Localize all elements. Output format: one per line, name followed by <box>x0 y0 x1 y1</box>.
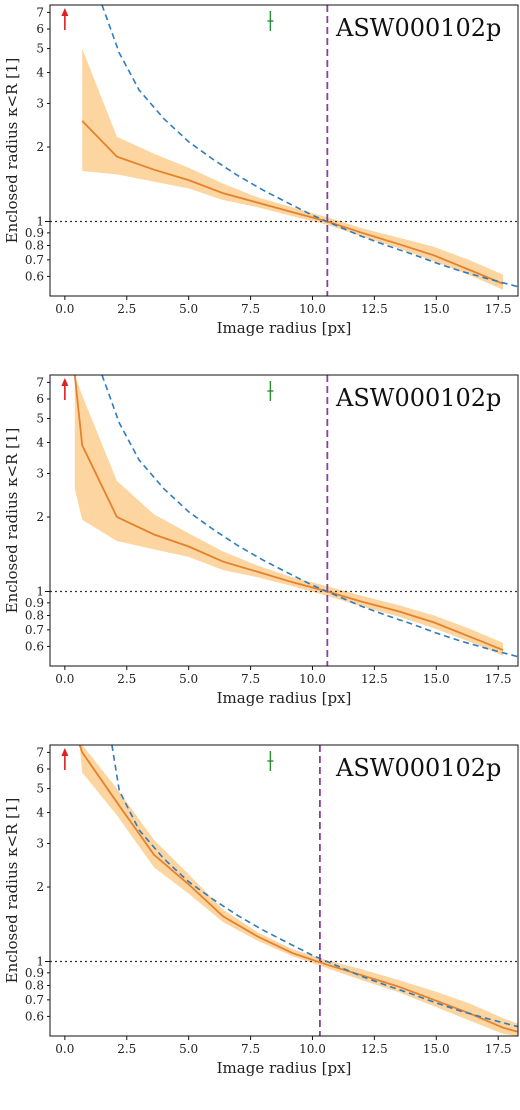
x-tick-label: 10.0 <box>299 672 326 686</box>
y-tick-label: 5 <box>36 412 44 426</box>
uncertainty-band <box>79 745 518 1036</box>
chart-panel-3: 0.0 2.5 5.0 7.5 10.0 12.5 15.0 17.5 0.6 0.70.80.9… <box>3 744 519 1077</box>
y-tick-label: 0.7 <box>25 253 44 267</box>
axes-frame <box>49 744 519 1037</box>
x-tick-label: 0.0 <box>55 302 74 316</box>
x-tick-label: 15.0 <box>423 672 450 686</box>
y-tick-label: 0.9 <box>25 966 44 980</box>
x-tick-label: 2.5 <box>117 672 136 686</box>
y-tick-label: 7 <box>36 5 44 19</box>
y-tick-label: 0.7 <box>25 623 44 637</box>
upper-limit-arrowhead <box>61 748 69 756</box>
plot-area <box>50 5 518 296</box>
y-tick-label: 0.6 <box>25 639 44 653</box>
y-tick-label: 7 <box>36 375 44 389</box>
y-tick-label: 0.7 <box>25 993 44 1007</box>
x-tick-label: 5.0 <box>179 672 198 686</box>
x-tick-label: 15.0 <box>423 1042 450 1056</box>
y-tick-label: 5 <box>36 42 44 56</box>
y-tick-label: 0.8 <box>25 238 44 252</box>
y-tick-label: 3 <box>36 836 44 850</box>
x-tick-label: 0.0 <box>55 672 74 686</box>
x-tick-label: 7.5 <box>241 672 260 686</box>
y-axis-label: Enclosed radius κ<R [1] <box>3 428 21 614</box>
axes-frame <box>49 4 519 297</box>
uncertainty-band <box>82 48 504 290</box>
y-axis-label: Enclosed radius κ<R [1] <box>3 58 21 244</box>
y-tick-label: 2 <box>36 140 44 154</box>
y-tick-label: 4 <box>36 806 44 820</box>
y-tick-label: 6 <box>36 392 44 406</box>
x-tick-label: 2.5 <box>117 1042 136 1056</box>
y-tick-label: 2 <box>36 510 44 524</box>
y-tick-label: 0.8 <box>25 978 44 992</box>
uncertainty-band <box>74 375 504 656</box>
y-tick-label: 1 <box>36 955 44 969</box>
y-tick-label: 1 <box>36 215 44 229</box>
y-tick-label: 0.9 <box>25 226 44 240</box>
y-tick-label: 6 <box>36 22 44 36</box>
x-tick-label: 0.0 <box>55 1042 74 1056</box>
y-tick-label: 0.8 <box>25 608 44 622</box>
chart-panel-1: 0.0 2.5 5.0 7.5 10.0 12.5 15.0 17.5 0.6 0.70.80.9… <box>3 4 519 337</box>
plot-area <box>50 745 518 1036</box>
x-tick-label: 10.0 <box>299 1042 326 1056</box>
x-tick-label: 7.5 <box>241 1042 260 1056</box>
plot-area <box>50 375 518 666</box>
x-axis-label: Image radius [px] <box>217 689 352 707</box>
panel-title: ASW000102p <box>335 384 501 412</box>
x-tick-label: 5.0 <box>179 1042 198 1056</box>
y-tick-label: 0.9 <box>25 596 44 610</box>
median-profile-line <box>78 745 518 1033</box>
x-axis-label: Image radius [px] <box>217 319 352 337</box>
x-tick-label: 17.5 <box>485 1042 512 1056</box>
median-profile-line <box>73 375 504 651</box>
upper-limit-arrowhead <box>61 378 69 386</box>
panel-title: ASW000102p <box>335 754 501 782</box>
y-tick-label: 3 <box>36 96 44 110</box>
y-tick-label: 4 <box>36 66 44 80</box>
x-tick-label: 12.5 <box>361 672 388 686</box>
y-tick-label: 2 <box>36 880 44 894</box>
x-axis-label: Image radius [px] <box>217 1059 352 1077</box>
median-profile-line <box>81 120 504 285</box>
y-axis-label: Enclosed radius κ<R [1] <box>3 798 21 984</box>
true-profile-line <box>101 5 518 288</box>
x-tick-label: 17.5 <box>485 672 512 686</box>
x-tick-label: 2.5 <box>117 302 136 316</box>
y-tick-label: 5 <box>36 782 44 796</box>
axes-frame <box>49 374 519 667</box>
y-tick-label: 1 <box>36 585 44 599</box>
x-tick-label: 12.5 <box>361 1042 388 1056</box>
y-tick-label: 0.6 <box>25 1009 44 1023</box>
y-tick-label: 7 <box>36 745 44 759</box>
true-profile-line <box>111 745 518 1028</box>
true-profile-line <box>101 375 518 658</box>
chart-panel-2: 0.0 2.5 5.0 7.5 10.0 12.5 15.0 17.5 0.6 0.70.80.9… <box>3 374 519 707</box>
y-tick-label: 4 <box>36 436 44 450</box>
y-tick-label: 6 <box>36 762 44 776</box>
x-tick-label: 10.0 <box>299 302 326 316</box>
y-tick-label: 0.6 <box>25 269 44 283</box>
x-tick-label: 17.5 <box>485 302 512 316</box>
x-tick-label: 12.5 <box>361 302 388 316</box>
x-tick-label: 7.5 <box>241 302 260 316</box>
y-tick-label: 3 <box>36 466 44 480</box>
panel-title: ASW000102p <box>335 14 501 42</box>
x-tick-label: 5.0 <box>179 302 198 316</box>
upper-limit-arrowhead <box>61 8 69 16</box>
x-tick-label: 15.0 <box>423 302 450 316</box>
